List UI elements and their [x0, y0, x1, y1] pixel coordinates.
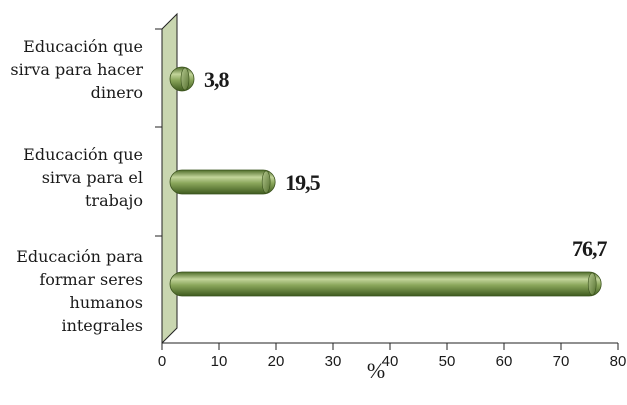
- wall-panel: [161, 12, 178, 345]
- bar-cap: [587, 272, 597, 296]
- labels: 0 10 20 30 40 50 60 70 80% 3,8 19,5 76,7 Educación q…: [10, 37, 626, 383]
- category-label-line: Educación que: [23, 145, 143, 164]
- plot-wall: [161, 12, 178, 345]
- bar-cap: [261, 170, 271, 194]
- data-label: 3,8: [204, 67, 230, 92]
- bars: [169, 66, 602, 297]
- x-tick-label: 20: [268, 353, 285, 370]
- data-label: 19,5: [285, 170, 321, 195]
- category-label: Educación que sirva para el trabajo: [23, 145, 143, 210]
- x-axis: [155, 28, 619, 350]
- x-tick-label: 70: [553, 353, 570, 370]
- bar: [169, 169, 276, 195]
- category-label-line: integrales: [61, 316, 143, 335]
- category-label-line: dinero: [91, 83, 143, 102]
- x-tick-label: 60: [496, 353, 513, 370]
- category-label-line: trabajo: [85, 191, 143, 210]
- category-label: Educación para formar seres humanos integra…: [16, 247, 143, 335]
- category-label-line: formar seres: [39, 270, 143, 289]
- x-tick-label: 40: [382, 353, 399, 370]
- x-tick-label: 10: [211, 353, 228, 370]
- x-tick-label: 80: [610, 353, 627, 370]
- x-axis-title: %: [367, 358, 385, 383]
- category-label: Educación que sirva para hacer dinero: [10, 37, 143, 102]
- bar: [169, 271, 602, 297]
- category-label-line: Educación para: [16, 247, 143, 266]
- category-label-line: Educación que: [23, 37, 143, 56]
- x-tick-label: 0: [158, 353, 166, 370]
- x-tick-label: 30: [325, 353, 342, 370]
- category-label-line: sirva para hacer: [10, 60, 143, 79]
- bar-cap: [180, 67, 190, 91]
- category-label-line: sirva para el: [42, 168, 143, 187]
- data-label: 76,7: [572, 236, 608, 261]
- x-tick-label: 50: [439, 353, 456, 370]
- category-label-line: humanos: [70, 293, 143, 312]
